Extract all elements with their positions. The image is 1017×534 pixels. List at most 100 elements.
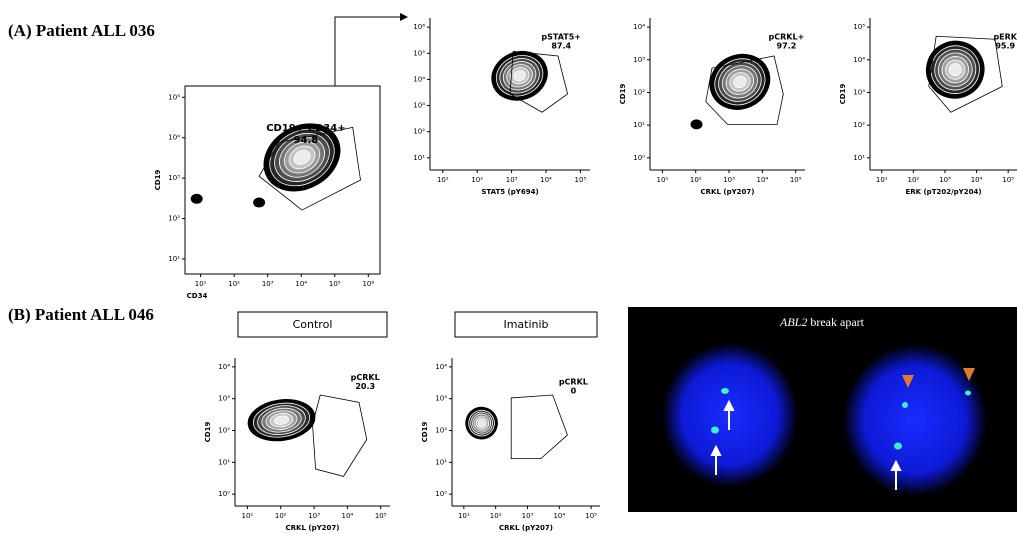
y-axis-label: CD19 [154, 170, 162, 191]
x-tick-label: 10⁵ [375, 512, 387, 520]
y-tick-label: 10² [413, 128, 425, 136]
arrow [335, 17, 400, 86]
x-tick-label: 10² [490, 512, 502, 520]
image-title-gene: ABL2 [779, 315, 807, 329]
gate-value: 97.2 [777, 41, 797, 50]
gate-label: pCRKL+ [769, 32, 805, 41]
y-tick-label: 10⁴ [413, 75, 425, 83]
x-tick-label: 10⁵ [329, 280, 341, 288]
y-tick-label: 10³ [218, 395, 230, 403]
x-axis-label: CRKL (pY207) [701, 188, 755, 196]
x-tick-label: 10⁵ [585, 512, 597, 520]
y-axis-label: CD19 [421, 422, 429, 443]
y-tick-label: 10³ [413, 102, 425, 110]
x-tick-label: 10³ [506, 176, 518, 184]
y-tick-label: 10⁶ [413, 23, 425, 31]
x-tick-label: 10³ [262, 280, 274, 288]
y-tick-label: 10⁰ [633, 154, 645, 162]
y-tick-label: 10⁰ [435, 490, 447, 498]
y-tick-label: 10⁴ [633, 23, 645, 31]
page: { "panel_a": { "label": "(A) Patient ALL… [0, 0, 1017, 534]
x-tick-label: 10¹ [195, 280, 207, 288]
x-tick-label: 10¹ [876, 176, 888, 184]
gate-label: CD19+ CD34+ [266, 123, 345, 134]
x-tick-label: 10⁴ [295, 280, 307, 288]
x-tick-label: 10² [908, 176, 920, 184]
panel-label: (B) Patient ALL 046 [8, 305, 154, 324]
panel-label: (A) Patient ALL 036 [8, 21, 155, 40]
x-tick-label: 10² [471, 176, 483, 184]
x-tick-label: 10⁵ [575, 176, 587, 184]
contour [253, 198, 265, 208]
y-tick-label: 10⁰ [218, 490, 230, 498]
x-tick-label: 10² [275, 512, 287, 520]
x-tick-label: 10² [228, 280, 240, 288]
y-tick-label: 10¹ [853, 154, 865, 162]
y-tick-label: 10⁴ [168, 134, 180, 142]
gate [313, 395, 367, 476]
x-axis-label: CRKL (pY207) [499, 524, 553, 532]
x-tick-label: 10⁴ [971, 176, 983, 184]
x-tick-label: 10¹ [242, 512, 254, 520]
condition-label: Imatinib [503, 318, 548, 331]
x-tick-label: 10⁵ [790, 176, 802, 184]
x-tick-label: 10² [690, 176, 702, 184]
y-tick-label: 10² [168, 215, 180, 223]
flow-plot: 10¹10²10³10⁴10⁵10¹10²10³10⁴10⁵ERK (pT202… [839, 18, 1017, 196]
y-tick-label: 10⁵ [413, 49, 425, 57]
y-tick-label: 10² [218, 427, 230, 435]
flow-plot: 10¹ 10² 10³ 10⁴ 10⁵ 10⁶ 10¹ 10² 10³ 10⁴ 10⁵ CD34 CD1… [154, 86, 380, 300]
y-tick-label: 10¹ [168, 255, 180, 263]
gate-label: pCRKL [559, 378, 588, 387]
gate-label: pERK [993, 32, 1017, 41]
gate-label: pCRKL [351, 373, 380, 382]
x-tick-label: 10¹ [657, 176, 669, 184]
y-tick-label: 10² [435, 427, 447, 435]
y-tick-label: 10³ [633, 56, 645, 64]
x-axis-label: CRKL (pY207) [286, 524, 340, 532]
fish-image: ABL2 break apart [628, 307, 1017, 512]
image-title: break apart [810, 315, 864, 329]
gate-value: 95.9 [995, 41, 1015, 50]
y-tick-label: 10² [633, 88, 645, 96]
gate-value: 20.3 [355, 382, 375, 391]
y-axis-label: CD19 [619, 84, 627, 105]
gate-value: 87.4 [551, 41, 571, 50]
x-tick-label: 10⁶ [362, 280, 374, 288]
x-tick-label: 10³ [308, 512, 320, 520]
x-tick-label: 10⁴ [757, 176, 769, 184]
y-tick-label: 10⁴ [853, 56, 865, 64]
figure: (A) Patient ALL 036 (B) Patient ALL 046 … [0, 0, 1017, 534]
arrow-head [400, 13, 408, 21]
y-tick-label: 10¹ [435, 458, 447, 466]
y-tick-label: 10¹ [413, 154, 425, 162]
x-axis-label: STAT5 (pY694) [481, 188, 538, 196]
y-tick-label: 10³ [435, 395, 447, 403]
y-tick-label: 10¹ [218, 458, 230, 466]
y-tick-label: 10⁴ [218, 363, 230, 371]
x-tick-label: 10⁵ [1002, 176, 1014, 184]
y-axis-label: CD19 [204, 422, 212, 443]
x-axis-label: CD34 [187, 292, 208, 300]
gate-value: 94.8 [294, 135, 319, 146]
x-tick-label: 10¹ [458, 512, 470, 520]
condition-label: Control [293, 318, 333, 331]
y-tick-label: 10⁵ [168, 93, 180, 101]
x-tick-label: 10³ [723, 176, 735, 184]
flow-plot: 10¹ 10² 10³ 10⁴ 10⁵ 10¹ 10² 10³ 10⁴ 10⁵ 10⁶ STAT5 (… [413, 18, 590, 196]
x-tick-label: 10⁴ [553, 512, 565, 520]
x-tick-label: 10¹ [437, 176, 449, 184]
y-tick-label: 10⁵ [853, 23, 865, 31]
contour [691, 119, 703, 129]
x-tick-label: 10⁴ [540, 176, 552, 184]
svg-text:ABL2 break apart: ABL2 break apart [779, 315, 865, 329]
y-axis-label: CD19 [839, 84, 847, 105]
gate [511, 395, 567, 459]
y-tick-label: 10³ [168, 174, 180, 182]
y-tick-label: 10¹ [633, 121, 645, 129]
contour [191, 194, 203, 204]
gate-value: 0 [571, 387, 577, 396]
x-tick-label: 10³ [939, 176, 951, 184]
